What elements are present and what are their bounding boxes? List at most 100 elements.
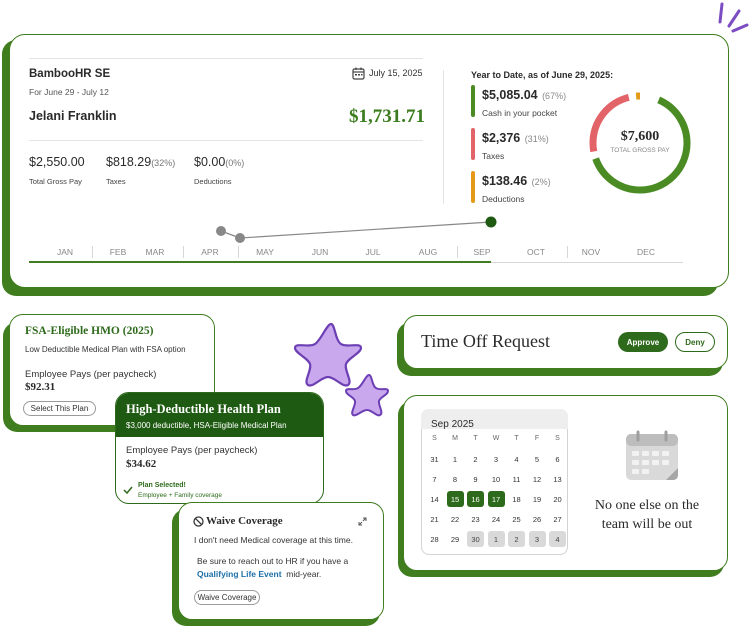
timeline-point-current[interactable] — [485, 216, 497, 228]
calendar-day[interactable]: 1 — [487, 531, 505, 547]
weekday-label: M — [452, 435, 458, 442]
select-plan-button[interactable]: Select This Plan — [23, 401, 96, 416]
timeline-progress — [29, 261, 491, 263]
donut-slice-cash — [589, 92, 691, 194]
calendar-day[interactable]: 26 — [532, 514, 542, 524]
hdhp-header — [116, 393, 323, 437]
message-line1: No one else on the — [594, 498, 700, 513]
ytd-deductions-bar — [471, 171, 475, 203]
donut-slice-deductions — [589, 92, 691, 194]
calendar-day[interactable]: 11 — [512, 474, 521, 484]
calendar-day[interactable]: 29 — [450, 534, 460, 544]
ytd-taxes-label: Taxes — [482, 151, 505, 161]
calendar-day[interactable]: 15 — [446, 491, 464, 507]
calendar-day[interactable]: 14 — [430, 494, 439, 504]
weekday-label: F — [534, 435, 540, 442]
sparkle-decoration-icon — [718, 2, 749, 33]
fsa-amount: $92.31 — [25, 381, 56, 393]
ytd-cash: $5,085.04 (67%) Cash in your pocket — [482, 86, 566, 118]
stat-deductions-label: Deductions — [194, 177, 232, 186]
ytd-title: Year to Date, as of June 29, 2025: — [471, 70, 614, 80]
donut-total: $7,600 — [620, 129, 660, 144]
time-off-request-card — [403, 315, 728, 369]
stat-gross-label: Total Gross Pay — [29, 177, 82, 186]
calendar-day[interactable]: 23 — [471, 514, 480, 524]
calendar-day[interactable]: 13 — [553, 474, 562, 484]
waive-title: Waive Coverage — [206, 515, 283, 527]
calendar-day[interactable]: 7 — [432, 474, 437, 484]
donut-slice-taxes — [589, 92, 691, 194]
fsa-plan-title: FSA-Eligible HMO (2025) — [25, 325, 154, 337]
deny-button[interactable]: Deny — [675, 332, 715, 352]
pay-date: July 15, 2025 — [369, 68, 423, 78]
calendar-day[interactable]: 2 — [508, 531, 525, 547]
calendar-day[interactable]: 18 — [512, 494, 521, 504]
calendar-day[interactable]: 2 — [473, 454, 478, 464]
stat-taxes-value: $818.29 — [106, 155, 152, 169]
weekday-label: T — [514, 435, 519, 442]
month-label: MAR — [145, 247, 165, 257]
expand-icon[interactable] — [358, 517, 367, 526]
calendar-day[interactable]: 1 — [452, 454, 458, 464]
calendar-day[interactable]: 9 — [473, 474, 478, 484]
month-label: AUG — [418, 247, 438, 257]
calendar-day[interactable]: 19 — [532, 494, 542, 504]
calendar-day[interactable]: 16 — [467, 491, 484, 507]
calendar-day[interactable]: 27 — [553, 514, 562, 524]
ytd-cash-bar — [471, 85, 475, 117]
ytd-deductions-pct: (2%) — [531, 177, 551, 187]
calendar-day[interactable]: 28 — [430, 534, 439, 544]
ytd-taxes-bar — [471, 128, 475, 160]
star-decoration-icon — [293, 322, 363, 387]
stat-taxes-label: Taxes — [106, 177, 126, 186]
mini-calendar — [421, 409, 568, 555]
calendar-day[interactable]: 3 — [528, 531, 546, 547]
stat-gross-value: $2,550.00 — [29, 155, 85, 169]
approve-button[interactable]: Approve — [618, 332, 668, 352]
calendar-day[interactable]: 24 — [491, 514, 501, 524]
qualifying-life-event-link[interactable]: Qualifying Life Event — [197, 569, 282, 579]
ytd-cash-value: $5,085.04 — [482, 88, 538, 102]
calendar-icon — [352, 67, 365, 80]
timeline-point[interactable] — [235, 233, 245, 243]
calendar-day[interactable]: 30 — [467, 531, 484, 547]
calendar-header — [421, 409, 568, 429]
waive-line3: mid-year. — [286, 569, 322, 579]
company-name: BambooHR SE — [29, 68, 111, 80]
ytd-deductions-value: $138.46 — [482, 174, 528, 188]
calendar-day[interactable]: 8 — [452, 474, 458, 484]
month-label: MAY — [256, 247, 274, 257]
employee-name: Jelani Franklin — [29, 109, 117, 123]
fsa-pays-label: Employee Pays (per paycheck) — [25, 369, 157, 380]
donut-label: TOTAL GROSS PAY — [610, 147, 670, 154]
hdhp-plan-title: High-Deductible Health Plan — [126, 402, 281, 416]
calendar-day[interactable]: 12 — [532, 474, 542, 484]
timeline-point[interactable] — [216, 226, 226, 236]
calendar-day[interactable]: 22 — [450, 514, 460, 524]
ytd-cash-pct: (67%) — [542, 91, 567, 101]
hdhp-pays-label: Employee Pays (per paycheck) — [126, 445, 258, 456]
calendar-day[interactable]: 21 — [430, 514, 439, 524]
time-off-title: Time Off Request — [421, 331, 551, 351]
calendar-day[interactable]: 31 — [430, 454, 439, 464]
ytd-taxes: $2,376 (31%) Taxes — [482, 129, 549, 161]
calendar-day[interactable]: 3 — [493, 454, 499, 464]
ytd-deductions-label: Deductions — [482, 194, 525, 204]
message-line2: team will be out — [601, 517, 693, 532]
waive-line3-wrap: Qualifying Life Event mid-year. — [197, 569, 321, 579]
calendar-day[interactable]: 10 — [491, 474, 501, 484]
prohibited-icon — [193, 516, 204, 527]
calendar-day[interactable]: 4 — [514, 454, 519, 464]
calendar-day[interactable]: 6 — [555, 454, 560, 464]
calendar-day[interactable]: 25 — [512, 514, 521, 524]
calendar-day[interactable]: 5 — [534, 454, 540, 464]
calendar-day[interactable]: 17 — [487, 491, 505, 507]
calendar-day[interactable]: 4 — [549, 531, 566, 547]
stat-taxes: $818.29(32%) Taxes — [106, 153, 175, 186]
month-label: DEC — [637, 247, 655, 257]
waive-coverage-button[interactable]: Waive Coverage — [194, 590, 260, 605]
calendar-day[interactable]: 20 — [553, 494, 562, 504]
fsa-plan-subtitle: Low Deductible Medical Plan with FSA opt… — [25, 345, 186, 354]
month-label: FEB — [109, 247, 127, 257]
month-label: JUN — [311, 247, 329, 257]
